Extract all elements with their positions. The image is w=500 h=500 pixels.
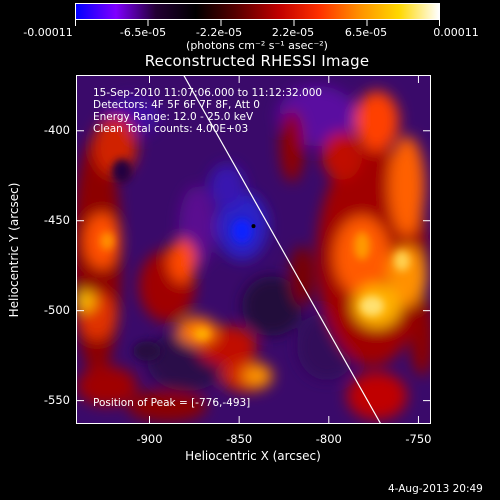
y-tick-label: -400 — [43, 122, 70, 137]
colorbar-tick-label: -6.5e-05 — [119, 26, 167, 39]
x-axis-label: Heliocentric X (arcsec) — [185, 449, 321, 463]
clean-counts: Clean Total counts: 4.00E+03 — [93, 123, 249, 135]
y-tick-label: -500 — [43, 302, 70, 317]
y-tick-label: -550 — [43, 392, 70, 407]
x-tick-label: -800 — [315, 432, 342, 446]
heatmap — [77, 76, 430, 423]
time-range: 15-Sep-2010 11:07:06.000 to 11:12:32.000 — [93, 87, 323, 99]
colorbar-tick-label: 2.2e-05 — [271, 26, 315, 39]
y-axis-label: Heliocentric Y (arcsec) — [7, 182, 21, 318]
colorbar — [75, 3, 440, 20]
limb-line — [183, 76, 381, 423]
peak-position: Position of Peak = [-776,-493] — [93, 397, 251, 409]
colorbar-units: (photons cm⁻² s⁻¹ asec⁻²) — [186, 39, 328, 52]
colorbar-tick-label: 6.5e-05 — [344, 26, 388, 39]
y-tick-label: -450 — [43, 212, 70, 227]
x-tick-label: -850 — [226, 432, 253, 446]
timestamp: 4-Aug-2013 20:49 — [388, 483, 483, 495]
x-tick-label: -750 — [405, 432, 432, 446]
peak-marker — [251, 224, 256, 229]
colorbar-tick-label: 0.00011 — [433, 26, 479, 39]
energy-range: Energy Range: 12.0 - 25.0 keV — [93, 111, 254, 123]
plot-title: Reconstructed RHESSI Image — [144, 52, 370, 70]
x-tick-label: -900 — [136, 432, 163, 446]
detectors: Detectors: 4F 5F 6F 7F 8F, Att 0 — [93, 99, 260, 111]
image-plot — [76, 75, 431, 424]
colorbar-tick-label: -2.2e-05 — [195, 26, 243, 39]
colorbar-ticks — [75, 20, 440, 26]
colorbar-tick-label: -0.00011 — [23, 26, 73, 39]
